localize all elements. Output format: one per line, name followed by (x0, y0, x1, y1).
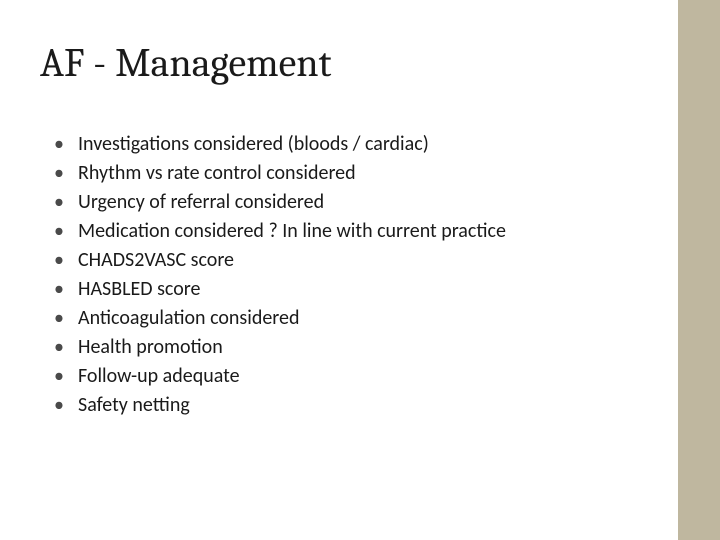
bullet-text: Rhythm vs rate control considered (78, 161, 356, 185)
bullet-item: Health promotion (54, 333, 506, 362)
bullet-text: Health promotion (78, 335, 223, 359)
bullet-list: Investigations considered (bloods / card… (54, 130, 506, 420)
bullet-item: Urgency of referral considered (54, 188, 506, 217)
bullet-text: Safety netting (78, 393, 190, 417)
bullet-text: HASBLED score (78, 277, 200, 301)
bullet-text: Medication considered ? In line with cur… (78, 219, 506, 243)
bullet-text: Investigations considered (bloods / card… (78, 132, 429, 156)
bullet-text: Follow-up adequate (78, 364, 240, 388)
accent-bar (678, 0, 720, 540)
bullet-text: Urgency of referral considered (78, 190, 324, 214)
bullet-item: Rhythm vs rate control considered (54, 159, 506, 188)
bullet-item: CHADS2VASC score (54, 246, 506, 275)
bullet-item: Follow-up adequate (54, 362, 506, 391)
bullet-item: Investigations considered (bloods / card… (54, 130, 506, 159)
bullet-item: Safety netting (54, 391, 506, 420)
slide-title: AF - Management (40, 40, 332, 86)
bullet-item: Anticoagulation considered (54, 304, 506, 333)
bullet-item: HASBLED score (54, 275, 506, 304)
bullet-text: CHADS2VASC score (78, 248, 234, 272)
bullet-text: Anticoagulation considered (78, 306, 299, 330)
bullet-item: Medication considered ? In line with cur… (54, 217, 506, 246)
